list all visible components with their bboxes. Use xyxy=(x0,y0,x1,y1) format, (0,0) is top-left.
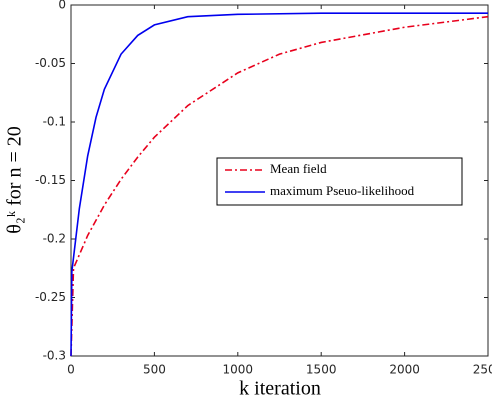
y-tick-label: -0.25 xyxy=(35,290,66,304)
x-tick-label: 0 xyxy=(67,363,75,377)
legend-label: maximum Pseuo-likelihood xyxy=(270,183,415,198)
y-tick-label: -0.2 xyxy=(43,232,66,246)
x-tick-label: 1500 xyxy=(306,363,337,377)
x-tick-label: 2500 xyxy=(473,363,492,377)
line-series xyxy=(70,12,488,357)
legend-label: Mean field xyxy=(270,161,327,176)
y-tick-label: -0.05 xyxy=(35,56,66,70)
y-tick-label: -0.15 xyxy=(35,173,66,187)
y-tick-label: -0.3 xyxy=(43,349,66,363)
x-tick-label: 1000 xyxy=(223,363,254,377)
y-axis-label: θ₂ᵏ for n = 20 xyxy=(4,126,26,233)
legend-box xyxy=(216,157,463,206)
y-tick-label: 0 xyxy=(58,0,66,12)
x-axis-label: k iteration xyxy=(239,378,321,400)
x-tick-label: 500 xyxy=(143,363,166,377)
x-tick-label: 2000 xyxy=(389,363,420,377)
y-tick-label: -0.1 xyxy=(43,115,66,129)
line-series xyxy=(70,15,489,357)
